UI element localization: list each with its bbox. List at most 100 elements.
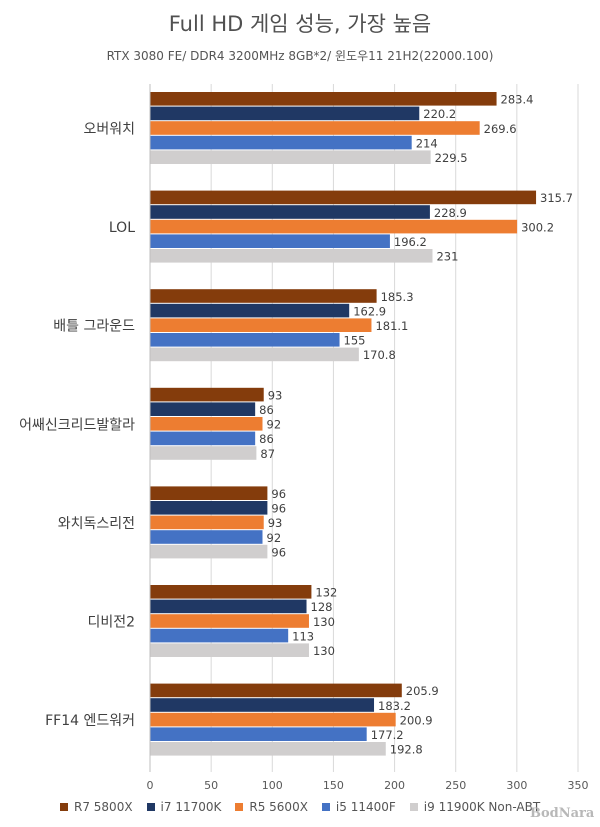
bar xyxy=(150,135,412,150)
bar xyxy=(150,347,359,362)
legend-item: i7 11700K xyxy=(146,800,222,814)
legend-label: R5 5600X xyxy=(249,800,308,814)
data-label: 130 xyxy=(313,644,335,658)
x-tick-label: 300 xyxy=(506,779,527,792)
category-label: 와치독스리전 xyxy=(58,516,135,532)
legend-label: R7 5800X xyxy=(74,800,133,814)
bar xyxy=(150,417,263,431)
bar xyxy=(150,446,257,460)
data-label: 96 xyxy=(271,502,286,516)
category-label: FF14 엔드워커 xyxy=(45,713,135,729)
bar xyxy=(150,530,263,544)
legend-item: R7 5800X xyxy=(60,800,133,814)
data-label: 162.9 xyxy=(353,304,386,318)
bar xyxy=(150,303,350,318)
data-label: 192.8 xyxy=(390,743,423,757)
legend-swatch xyxy=(235,803,244,811)
data-label: 231 xyxy=(436,250,458,264)
legend-swatch xyxy=(146,803,155,811)
bar xyxy=(150,727,367,741)
legend-item: i5 11400F xyxy=(321,800,396,814)
data-label: 86 xyxy=(259,432,274,446)
data-label: 87 xyxy=(260,447,275,461)
x-tick-label: 200 xyxy=(384,779,405,792)
bar xyxy=(150,501,268,515)
category-label: LOL xyxy=(109,220,135,236)
category-label: 어쌔신크리드발할라 xyxy=(19,417,135,433)
bar xyxy=(150,599,307,614)
data-label: 96 xyxy=(271,487,286,501)
chart-title: Full HD 게임 성능, 가장 높음 xyxy=(168,12,432,36)
data-label: 92 xyxy=(267,531,282,545)
bar xyxy=(150,643,309,657)
legend-label: i7 11700K xyxy=(160,800,222,814)
category-label: 디비전2 xyxy=(87,615,135,631)
data-label: 93 xyxy=(268,516,283,530)
bar xyxy=(150,249,433,263)
bar xyxy=(150,205,430,219)
bar xyxy=(150,106,420,121)
bar xyxy=(150,318,372,332)
bar xyxy=(150,289,377,303)
data-label: 181.1 xyxy=(375,319,408,333)
x-tick-label: 100 xyxy=(262,779,283,792)
watermark-logo: BodNara xyxy=(530,806,595,821)
chart-legend: R7 5800X i7 11700K R5 5600X i5 11400F i9 119… xyxy=(60,800,554,814)
legend-swatch xyxy=(409,803,418,811)
bar xyxy=(150,585,312,599)
bar xyxy=(150,234,390,248)
data-label: 92 xyxy=(267,418,282,432)
data-label: 283.4 xyxy=(501,93,534,107)
bar xyxy=(150,190,537,205)
bar xyxy=(150,333,340,347)
data-label: 185.3 xyxy=(381,290,414,304)
bar xyxy=(150,219,518,234)
data-label: 113 xyxy=(292,629,314,643)
legend-swatch xyxy=(321,803,330,811)
legend-label: i9 11900K Non-ABT xyxy=(423,800,541,814)
bar xyxy=(150,712,396,727)
bar xyxy=(150,742,386,756)
data-label: 196.2 xyxy=(394,235,427,249)
data-label: 128 xyxy=(311,600,333,614)
bar xyxy=(150,698,375,712)
bar xyxy=(150,121,480,135)
bar xyxy=(150,402,256,416)
legend-item: i9 11900K Non-ABT xyxy=(409,800,541,814)
data-label: 214 xyxy=(416,136,438,150)
x-tick-label: 250 xyxy=(445,779,466,792)
data-label: 132 xyxy=(315,586,337,600)
bar xyxy=(150,92,497,106)
legend-swatch xyxy=(60,803,68,811)
data-label: 300.2 xyxy=(521,220,554,234)
data-label: 200.9 xyxy=(400,713,433,727)
legend-item: R5 5600X xyxy=(235,800,308,814)
data-label: 220.2 xyxy=(423,107,456,121)
bar xyxy=(150,628,289,643)
data-label: 155 xyxy=(344,334,366,348)
chart-subtitle: RTX 3080 FE/ DDR4 3200MHz 8GB*2/ 윈도우11 2… xyxy=(106,49,494,63)
x-tick-label: 150 xyxy=(323,779,344,792)
data-label: 228.9 xyxy=(434,206,467,220)
category-label: 배틀 그라운드 xyxy=(53,319,135,335)
bar xyxy=(150,614,309,628)
x-tick-label: 50 xyxy=(204,779,218,792)
data-label: 205.9 xyxy=(406,684,439,698)
bar xyxy=(150,387,264,402)
data-label: 130 xyxy=(313,615,335,629)
x-tick-label: 350 xyxy=(568,779,589,792)
bar xyxy=(150,515,264,530)
bar xyxy=(150,431,256,446)
data-label: 93 xyxy=(268,388,283,402)
data-label: 96 xyxy=(271,545,286,559)
bar xyxy=(150,683,402,698)
data-label: 315.7 xyxy=(540,191,573,205)
x-tick-label: 0 xyxy=(147,779,154,792)
data-label: 269.6 xyxy=(484,122,517,136)
legend-label: i5 11400F xyxy=(335,800,396,814)
data-label: 229.5 xyxy=(435,151,468,165)
bar xyxy=(150,486,268,500)
data-label: 170.8 xyxy=(363,348,396,362)
category-label: 오버워치 xyxy=(83,122,135,138)
